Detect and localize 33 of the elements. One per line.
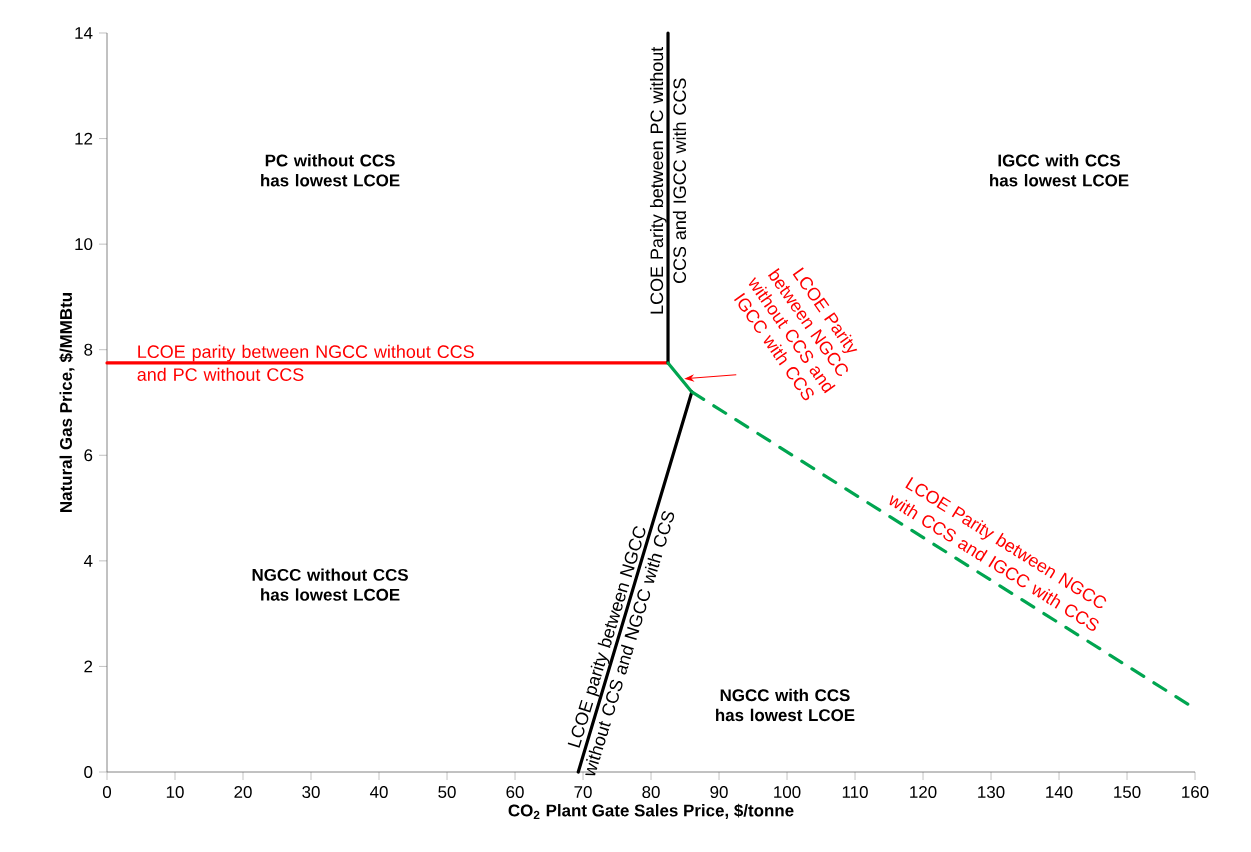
x-tick-label: 80 [642, 786, 660, 799]
y-tick-label: 10 [75, 238, 93, 251]
annotation: LCOE parity between NGCC without CCS and PC without CCS [137, 344, 474, 381]
annotation: PC without CCS has lowest LCOE [261, 154, 400, 187]
x-tick-label: 100 [774, 786, 801, 799]
y-tick-label: 2 [84, 660, 93, 673]
x-tick-label: 150 [1114, 786, 1141, 799]
y-tick-label: 0 [84, 766, 93, 778]
x-tick-label: 120 [910, 786, 937, 799]
x-tick-label: 60 [506, 786, 524, 799]
x-tick-label: 0 [102, 786, 112, 799]
x-tick-label: 130 [978, 786, 1005, 799]
y-tick-label: 6 [84, 449, 93, 462]
x-tick-label: 40 [369, 786, 388, 799]
y-axis-title: Natural Gas Price, $/MMBtu [59, 293, 75, 512]
annotation: NGCC with CCS has lowest LCOE [716, 688, 855, 722]
y-tick-label: 4 [83, 555, 93, 567]
x-tick-label: 50 [438, 786, 456, 799]
x-tick-label: 30 [302, 786, 320, 799]
annotation: LCOE Parity between PC without CCS and IGCC with CCS [649, 46, 687, 314]
x-tick-label: 90 [710, 786, 728, 799]
x-tick-label: 160 [1182, 786, 1209, 799]
x-tick-label: 110 [842, 786, 868, 799]
x-axis-title: CO$_{2}$ Plant Gate Sales Price, $/tonne [508, 803, 794, 820]
annotation: NGCC without CCS has lowest LCOE [252, 568, 408, 601]
x-tick-label: 10 [166, 786, 184, 799]
x-tick-label: 20 [234, 786, 252, 799]
y-tick-label: 14 [75, 27, 93, 39]
annotation: IGCC with CCS has lowest LCOE [990, 154, 1129, 187]
x-tick-label: 70 [574, 786, 592, 799]
y-tick-label: 8 [84, 343, 93, 356]
x-tick-label: 140 [1046, 786, 1073, 799]
y-tick-label: 12 [75, 132, 93, 145]
